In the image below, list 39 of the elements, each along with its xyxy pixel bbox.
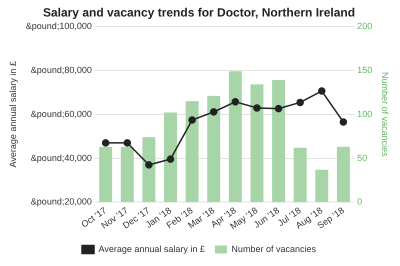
y-axis-title: Average annual salary in £ bbox=[8, 61, 18, 168]
y-tick-label: &pound;20,000 bbox=[30, 196, 92, 207]
y2-tick-label: 200 bbox=[357, 20, 372, 31]
bar bbox=[336, 146, 350, 202]
y2-tick-label: 100 bbox=[357, 108, 372, 119]
y-tick-label: &pound;80,000 bbox=[30, 64, 92, 75]
y2-tick-label: 0 bbox=[357, 196, 362, 207]
y-tick-label: &pound;40,000 bbox=[30, 152, 92, 163]
point bbox=[102, 139, 110, 147]
point bbox=[253, 104, 261, 112]
bar bbox=[250, 84, 264, 202]
bar bbox=[142, 137, 156, 202]
point bbox=[340, 118, 348, 126]
y2-tick-label: 150 bbox=[357, 64, 372, 75]
point bbox=[232, 98, 240, 106]
bar bbox=[207, 96, 220, 202]
point bbox=[296, 98, 304, 106]
bar bbox=[120, 146, 134, 202]
point bbox=[124, 139, 132, 147]
point bbox=[145, 161, 153, 169]
point bbox=[188, 116, 196, 124]
bar bbox=[186, 101, 199, 202]
y2-tick-label: 50 bbox=[357, 152, 368, 163]
chart-title: Salary and vacancy trends for Doctor, Northern Ireland bbox=[42, 6, 356, 20]
bar bbox=[272, 80, 286, 202]
y2-axis-title: Number of vacancies bbox=[380, 72, 390, 158]
bar bbox=[315, 170, 328, 202]
y-tick-label: &pound;100,000 bbox=[26, 20, 92, 31]
point bbox=[166, 155, 174, 163]
point bbox=[318, 87, 326, 95]
point bbox=[274, 104, 282, 112]
point bbox=[210, 108, 218, 116]
bar bbox=[228, 71, 242, 202]
y-tick-label: &pound;60,000 bbox=[30, 108, 92, 119]
legend-label: Average annual salary in £ bbox=[98, 244, 205, 254]
bar bbox=[99, 146, 112, 202]
bar bbox=[164, 112, 177, 202]
legend-label: Number of vacancies bbox=[231, 244, 316, 254]
bar bbox=[294, 148, 307, 202]
